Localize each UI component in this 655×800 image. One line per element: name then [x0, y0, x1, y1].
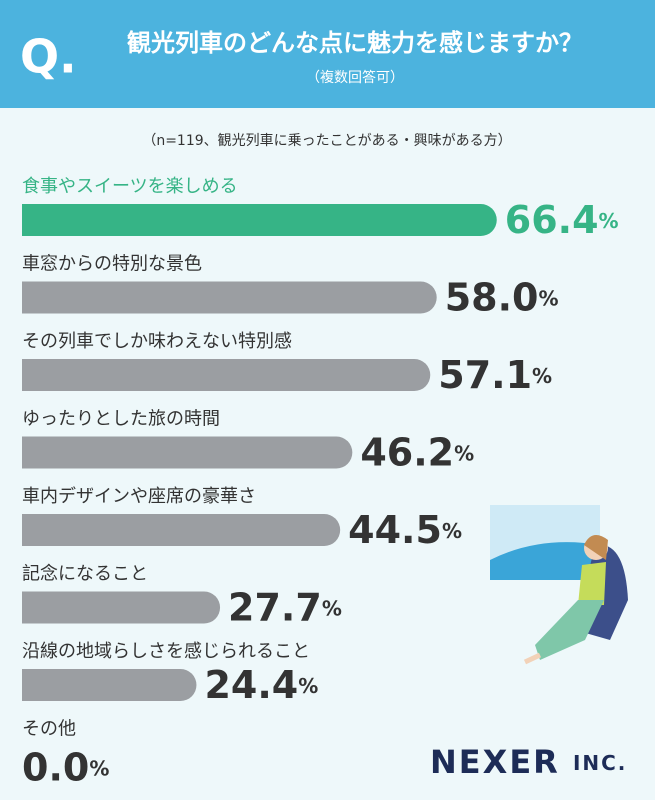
bar	[22, 591, 221, 624]
category-label: その他	[22, 719, 76, 740]
value-label: 0.0%	[22, 745, 109, 789]
value-label: 57.1%	[438, 353, 552, 397]
category-label: 車窓からの特別な景色	[22, 254, 202, 275]
bar	[22, 669, 197, 701]
value-label: 44.5%	[348, 508, 462, 552]
chart-title: 観光列車のどんな点に魅力を感じますか？	[127, 29, 583, 57]
note: （n=119、観光列車に乗ったことがある・興味がある方）	[142, 132, 511, 149]
bar	[22, 204, 497, 236]
brand: NEXER INC.	[430, 743, 627, 781]
value-label: 46.2%	[360, 430, 474, 474]
value-label: 27.7%	[228, 585, 342, 629]
bar	[22, 514, 341, 546]
value-label: 66.4%	[505, 198, 619, 242]
bar	[22, 436, 353, 469]
bar	[22, 359, 431, 391]
category-label: 車内デザインや座席の豪華さ	[22, 486, 256, 507]
value-label: 24.4%	[204, 663, 318, 707]
category-label: 沿線の地域らしさを感じられること	[22, 641, 310, 662]
q-mark: Q.	[20, 30, 77, 84]
category-label: 記念になること	[22, 563, 148, 585]
header	[0, 0, 655, 108]
category-label: 食事やスイーツを楽しめる	[22, 176, 238, 197]
illustration	[490, 505, 628, 665]
bar	[22, 281, 437, 314]
chart-subtitle: （複数回答可）	[306, 69, 404, 86]
value-label: 58.0%	[445, 275, 559, 319]
category-label: ゆったりとした旅の時間	[22, 409, 220, 430]
category-label: その列車でしか味わえない特別感	[22, 331, 292, 352]
